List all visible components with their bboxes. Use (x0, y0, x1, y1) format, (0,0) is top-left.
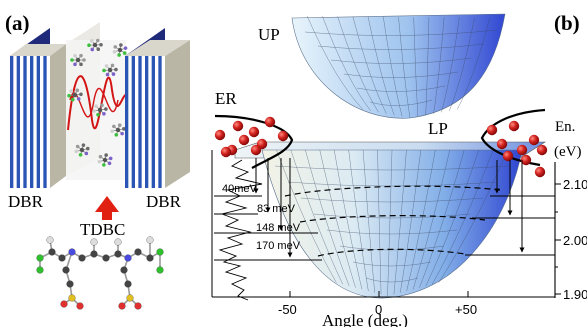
angle-tick-plus50: +50 (455, 302, 477, 317)
panel-a-label: (a) (5, 11, 30, 35)
dbr-left-label: DBR (8, 192, 44, 211)
angle-tick-0: 0 (375, 302, 382, 317)
energy-tick-2.10: 2.10 (563, 177, 587, 192)
dbr-right-mirror (125, 28, 190, 188)
energy-tick-2.00: 2.00 (563, 233, 587, 248)
cavity-molecules (67, 38, 128, 167)
dashed-level-1 (284, 185, 501, 197)
mev-label-83: 83 meV (257, 203, 296, 215)
panel-b: (b) UP LP ER (211, 11, 587, 327)
upper-polariton-surface (291, 13, 506, 119)
lower-polariton-surface (261, 149, 523, 299)
dashed-level-3 (317, 248, 466, 257)
mev-label-40: 40meV (222, 183, 258, 195)
dbr-left-mirror (10, 28, 66, 188)
energy-axis-title-en: En. (555, 119, 575, 135)
optical-mode-wave-2 (69, 87, 119, 118)
up-label: UP (258, 25, 280, 44)
er-label: ER (215, 89, 237, 108)
dashed-level-2 (299, 215, 486, 223)
tdbc-label: TDBC (80, 220, 125, 239)
mev-label-148: 148 meV (256, 222, 301, 234)
tdbc-molecule-structure (36, 236, 164, 310)
panel-b-label: (b) (554, 11, 580, 35)
angle-axis-title: Angle (deg.) (322, 311, 408, 327)
exciton-spheres (214, 116, 548, 178)
mev-label-170: 170 meV (256, 240, 301, 252)
angle-axis-ticks (289, 291, 469, 297)
cavity-region (66, 22, 129, 180)
up-arrow-icon (95, 196, 119, 220)
relaxation-arrows (253, 158, 525, 258)
lp-label: LP (428, 119, 448, 138)
energy-axis-ticks (555, 183, 561, 295)
dbr-right-label: DBR (146, 192, 182, 211)
panel-a: (a) DBR DBR TDBC (5, 11, 190, 310)
energy-tick-1.90: 1.90 (563, 287, 587, 302)
angle-tick-minus50: -50 (278, 302, 297, 317)
energy-axis-title-unit: (eV) (554, 144, 581, 160)
er-distribution-right (480, 108, 546, 167)
er-distribution-left (214, 114, 294, 169)
emission-spectrum (218, 159, 263, 301)
